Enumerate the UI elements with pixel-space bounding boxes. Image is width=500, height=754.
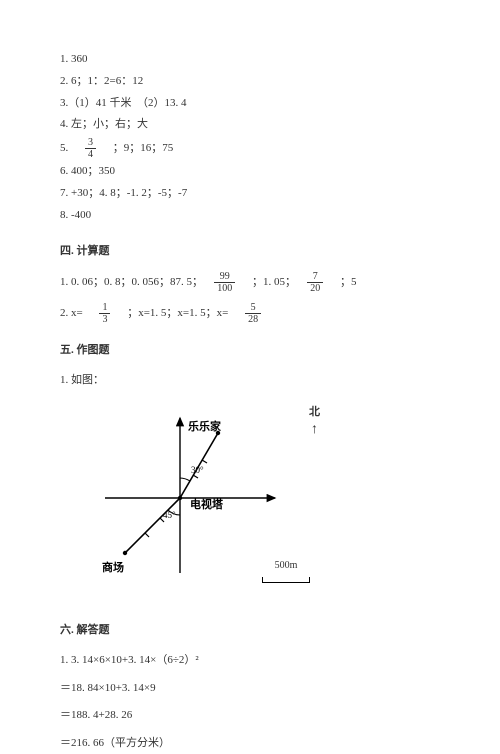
numerator: 5 bbox=[245, 302, 261, 314]
text: ；5 bbox=[329, 276, 357, 288]
solution-line: 1. 3. 14×6×10+3. 14×（6÷2）² bbox=[60, 651, 440, 671]
denominator: 4 bbox=[85, 149, 96, 160]
answer-line: 4. 左；小；右；大 bbox=[60, 115, 440, 135]
section-5-head: 五. 作图题 bbox=[60, 341, 440, 361]
drawing-caption: 1. 如图： bbox=[60, 371, 440, 391]
solution-line: ＝188. 4+28. 26 bbox=[60, 706, 440, 726]
numerator: 7 bbox=[307, 271, 323, 283]
answer-line: 5. 3 4 ；9；16；75 bbox=[60, 137, 440, 160]
label-tower: 电视塔 bbox=[190, 497, 224, 511]
calc-line: 1. 0. 06；0. 8；0. 056；87. 5； 99 100 ；1. 0… bbox=[60, 271, 440, 294]
fraction: 5 28 bbox=[245, 302, 261, 325]
fraction: 3 4 bbox=[85, 137, 96, 160]
section-6-head: 六. 解答题 bbox=[60, 621, 440, 641]
figure-container: 北 ↑ 30° 45° 乐乐家 电视塔 商场 500m bbox=[90, 403, 320, 603]
north-label: 北 bbox=[309, 403, 320, 423]
text: 2. x= bbox=[60, 307, 94, 319]
scale-bar: 500m bbox=[262, 557, 310, 583]
direction-diagram: 30° 45° 乐乐家 电视塔 商场 bbox=[90, 403, 290, 583]
fraction: 7 20 bbox=[307, 271, 323, 294]
north-arrow-icon: ↑ bbox=[309, 423, 320, 437]
text: 5. bbox=[60, 142, 79, 154]
answer-line: 3.（1）41 千米 （2）13. 4 bbox=[60, 94, 440, 114]
numerator: 3 bbox=[85, 137, 96, 149]
north-indicator: 北 ↑ bbox=[309, 403, 320, 437]
text: ；1. 05； bbox=[241, 276, 302, 288]
scale-line-icon bbox=[262, 577, 310, 583]
text: 1. 0. 06；0. 8；0. 056；87. 5； bbox=[60, 276, 209, 288]
numerator: 99 bbox=[214, 271, 235, 283]
label-mall: 商场 bbox=[102, 560, 124, 574]
fraction: 99 100 bbox=[214, 271, 235, 294]
denominator: 100 bbox=[214, 283, 235, 294]
text: ；x=1. 5；x=1. 5；x= bbox=[116, 307, 239, 319]
numerator: 1 bbox=[99, 302, 110, 314]
fraction: 1 3 bbox=[99, 302, 110, 325]
section-4-head: 四. 计算题 bbox=[60, 242, 440, 262]
calc-line: 2. x= 1 3 ；x=1. 5；x=1. 5；x= 5 28 bbox=[60, 302, 440, 325]
answer-line: 7. +30；4. 8；-1. 2；-5；-7 bbox=[60, 184, 440, 204]
denominator: 20 bbox=[307, 283, 323, 294]
answer-line: 8. -400 bbox=[60, 206, 440, 226]
answer-line: 6. 400；350 bbox=[60, 162, 440, 182]
angle-label-up: 30° bbox=[191, 465, 204, 475]
solution-line: ＝216. 66（平方分米） bbox=[60, 734, 440, 754]
angle-label-down: 45° bbox=[163, 510, 176, 520]
scale-label: 500m bbox=[275, 560, 298, 571]
denominator: 28 bbox=[245, 314, 261, 325]
answer-line: 1. 360 bbox=[60, 50, 440, 70]
denominator: 3 bbox=[99, 314, 110, 325]
answer-line: 2. 6；1：2=6：12 bbox=[60, 72, 440, 92]
label-home: 乐乐家 bbox=[188, 419, 222, 433]
text: ；9；16；75 bbox=[102, 142, 174, 154]
solution-line: ＝18. 84×10+3. 14×9 bbox=[60, 679, 440, 699]
